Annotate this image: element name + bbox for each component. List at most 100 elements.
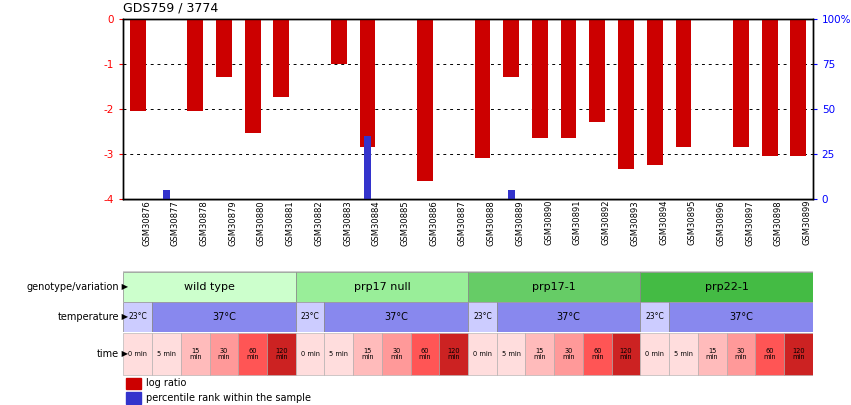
- Bar: [130, 19, 146, 111]
- Bar: [640, 302, 669, 332]
- Text: 30
min: 30 min: [563, 347, 575, 360]
- Text: GSM30894: GSM30894: [659, 200, 668, 245]
- Text: GSM30898: GSM30898: [774, 200, 783, 245]
- Bar: [417, 19, 433, 181]
- Bar: [209, 333, 238, 375]
- Bar: [497, 302, 640, 332]
- Text: ▶: ▶: [119, 312, 129, 321]
- Text: ▶: ▶: [119, 282, 129, 291]
- Text: GSM30886: GSM30886: [429, 200, 438, 246]
- Bar: [532, 19, 548, 138]
- Bar: [554, 333, 583, 375]
- Text: 60
min: 60 min: [246, 347, 259, 360]
- Text: prp17-1: prp17-1: [533, 282, 576, 292]
- Text: 37°C: 37°C: [557, 312, 580, 322]
- Bar: [267, 333, 296, 375]
- Bar: [163, 190, 170, 198]
- Text: 30
min: 30 min: [390, 347, 403, 360]
- Text: GSM30891: GSM30891: [573, 200, 582, 245]
- Bar: [791, 19, 806, 156]
- Bar: [612, 333, 641, 375]
- Text: percentile rank within the sample: percentile rank within the sample: [146, 393, 311, 403]
- Bar: [187, 19, 203, 111]
- Text: time: time: [97, 349, 119, 359]
- Bar: [324, 333, 353, 375]
- Bar: [238, 333, 267, 375]
- Text: prp22-1: prp22-1: [705, 282, 749, 292]
- Text: GSM30893: GSM30893: [631, 200, 639, 245]
- Bar: [364, 136, 371, 198]
- Text: GSM30878: GSM30878: [199, 200, 208, 246]
- Bar: [561, 19, 576, 138]
- Text: 23°C: 23°C: [129, 312, 147, 321]
- Text: 15
min: 15 min: [189, 347, 202, 360]
- Bar: [439, 333, 468, 375]
- Text: wild type: wild type: [184, 282, 235, 292]
- Bar: [468, 272, 640, 302]
- Bar: [180, 333, 209, 375]
- Bar: [216, 19, 231, 77]
- Text: 120
min: 120 min: [792, 347, 805, 360]
- Text: 5 min: 5 min: [501, 351, 521, 357]
- Bar: [331, 19, 346, 64]
- Text: GSM30890: GSM30890: [544, 200, 553, 245]
- Bar: [152, 302, 296, 332]
- Text: 0 min: 0 min: [473, 351, 492, 357]
- Bar: [755, 333, 784, 375]
- Text: temperature: temperature: [58, 312, 119, 322]
- Text: GSM30877: GSM30877: [171, 200, 180, 246]
- Text: GSM30879: GSM30879: [228, 200, 237, 245]
- Text: 5 min: 5 min: [157, 351, 176, 357]
- Bar: [123, 272, 296, 302]
- Bar: [503, 19, 519, 77]
- Bar: [126, 392, 140, 403]
- Bar: [784, 333, 813, 375]
- Bar: [618, 19, 634, 169]
- Bar: [410, 333, 439, 375]
- Text: 60
min: 60 min: [763, 347, 776, 360]
- Bar: [640, 272, 813, 302]
- Text: GSM30876: GSM30876: [142, 200, 151, 246]
- Bar: [296, 333, 324, 375]
- Bar: [245, 19, 260, 133]
- Text: 0 min: 0 min: [645, 351, 665, 357]
- Bar: [324, 302, 468, 332]
- Text: prp17 null: prp17 null: [353, 282, 410, 292]
- Bar: [640, 333, 669, 375]
- Text: 120
min: 120 min: [275, 347, 288, 360]
- Bar: [123, 302, 152, 332]
- Bar: [733, 19, 749, 147]
- Bar: [676, 19, 691, 147]
- Text: 15
min: 15 min: [534, 347, 546, 360]
- Text: 0 min: 0 min: [129, 351, 147, 357]
- Bar: [296, 272, 468, 302]
- Bar: [727, 333, 756, 375]
- Text: 37°C: 37°C: [212, 312, 236, 322]
- Text: GSM30899: GSM30899: [802, 200, 812, 245]
- Bar: [382, 333, 410, 375]
- Text: 30
min: 30 min: [734, 347, 747, 360]
- Bar: [126, 378, 140, 389]
- Bar: [468, 302, 497, 332]
- Bar: [273, 19, 289, 98]
- Text: GSM30889: GSM30889: [516, 200, 524, 245]
- Text: 60
min: 60 min: [419, 347, 431, 360]
- Text: 5 min: 5 min: [329, 351, 348, 357]
- Text: 120
min: 120 min: [620, 347, 632, 360]
- Bar: [525, 333, 554, 375]
- Bar: [468, 333, 497, 375]
- Text: GSM30896: GSM30896: [717, 200, 726, 245]
- Bar: [360, 19, 375, 147]
- Bar: [475, 19, 490, 158]
- Text: GSM30881: GSM30881: [286, 200, 294, 245]
- Bar: [507, 190, 515, 198]
- Bar: [698, 333, 727, 375]
- Text: 23°C: 23°C: [473, 312, 492, 321]
- Text: 23°C: 23°C: [645, 312, 664, 321]
- Bar: [497, 333, 525, 375]
- Text: 37°C: 37°C: [729, 312, 753, 322]
- Bar: [583, 333, 612, 375]
- Text: 0 min: 0 min: [300, 351, 320, 357]
- Bar: [762, 19, 778, 156]
- Bar: [669, 333, 698, 375]
